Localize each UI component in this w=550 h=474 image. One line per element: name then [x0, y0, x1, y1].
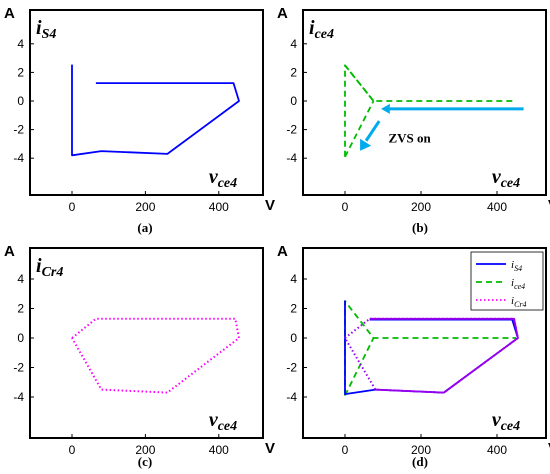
y-tick-label: -4 [286, 390, 297, 404]
series-line-overlap [369, 317, 519, 394]
panel-caption: (a) [137, 220, 152, 235]
panel-caption: (c) [138, 454, 152, 469]
y-tick-label: -2 [13, 123, 24, 137]
x-tick-label: 0 [342, 443, 349, 457]
y-tick-label: 4 [17, 272, 24, 286]
x-tick-label: 400 [209, 200, 229, 214]
series-line-ice4 [344, 337, 375, 396]
y-tick-label: -2 [13, 361, 24, 375]
y-tick-label: -2 [286, 361, 297, 375]
zvs-arrowhead [381, 103, 390, 114]
y-tick-label: 4 [290, 37, 297, 51]
panel-caption: (d) [412, 454, 428, 469]
y-unit-label: A [277, 243, 288, 260]
plot-frame [302, 247, 547, 439]
y-tick-label: -4 [13, 151, 24, 165]
panel-caption: (b) [412, 220, 428, 235]
signal-label: ice4 [309, 17, 334, 42]
x-tick-label: 200 [411, 443, 431, 457]
zvs-annotation: ZVS on [388, 130, 431, 145]
axis-label: vce4 [492, 409, 520, 434]
x-unit-label: V [548, 197, 550, 214]
x-tick-label: 200 [411, 200, 431, 214]
legend-label: ice4 [511, 277, 525, 291]
x-tick-label: 400 [209, 443, 229, 457]
x-unit-label: V [265, 440, 275, 457]
x-tick-label: 400 [487, 200, 507, 214]
y-unit-label: A [4, 5, 15, 22]
y-unit-label: A [4, 243, 15, 260]
x-tick-label: 200 [135, 200, 155, 214]
zvs-arrowhead [360, 138, 372, 151]
y-tick-label: 0 [17, 331, 24, 345]
y-tick-label: -4 [286, 151, 297, 165]
axis-label: vce4 [209, 166, 237, 191]
y-tick-label: 2 [17, 302, 24, 316]
y-tick-label: -2 [286, 123, 297, 137]
series-line-is4 [344, 300, 519, 396]
axis-label: vce4 [492, 166, 520, 191]
y-tick-label: 4 [290, 272, 297, 286]
y-unit-label: A [277, 5, 288, 22]
y-tick-label: -4 [13, 390, 24, 404]
series-line-ice4 [344, 300, 516, 396]
axis-label: vce4 [209, 409, 237, 434]
series-line [71, 317, 240, 394]
plot-frame [29, 9, 264, 196]
series-line-icr4 [344, 317, 519, 394]
x-tick-label: 0 [69, 443, 76, 457]
legend-label: iCr4 [511, 295, 527, 309]
signal-label: iS4 [36, 17, 56, 42]
chart-panel-d: 4 2 0 -2 -4 0 200 400 A Vvce4 (d) iS4 ice4 iCr4 [277, 243, 550, 469]
signal-label: iCr4 [36, 255, 63, 280]
y-tick-label: 0 [17, 94, 24, 108]
x-tick-label: 0 [342, 200, 349, 214]
x-tick-label: 400 [487, 443, 507, 457]
y-tick-label: 2 [17, 65, 24, 79]
y-tick-label: 4 [17, 37, 24, 51]
plot-frame [29, 247, 264, 439]
x-tick-label: 0 [69, 200, 76, 214]
plot-frame [302, 9, 547, 196]
y-tick-label: 2 [290, 65, 297, 79]
y-tick-label: 0 [290, 94, 297, 108]
legend-label: iS4 [511, 259, 522, 273]
series-line [344, 64, 375, 102]
x-tick-label: 200 [135, 443, 155, 457]
y-tick-label: 0 [290, 331, 297, 345]
y-tick-label: 2 [290, 302, 297, 316]
zvs-arrow-diagonal [364, 120, 381, 142]
chart-panel-b: 4 2 0 -2 -4 0 200 400 A Vice4 vce4 (b) ZVS on [277, 5, 550, 235]
x-unit-label: V [265, 197, 275, 214]
series-line [71, 64, 240, 157]
series-line [344, 100, 375, 158]
x-unit-label: V [548, 440, 550, 457]
legend-box [470, 251, 544, 311]
